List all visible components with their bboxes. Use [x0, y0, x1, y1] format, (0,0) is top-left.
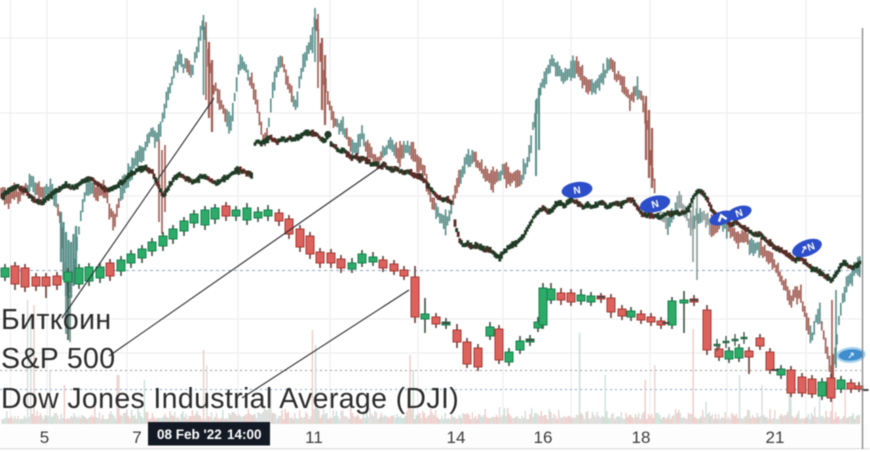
- svg-text:5: 5: [40, 428, 49, 447]
- svg-text:08 Feb '22: 08 Feb '22: [157, 427, 222, 442]
- svg-text:Dow Jones Industrial Average (: Dow Jones Industrial Average (DJI): [1, 383, 459, 415]
- svg-text:N: N: [650, 199, 660, 211]
- svg-text:21: 21: [766, 428, 785, 447]
- svg-text:16: 16: [534, 428, 553, 447]
- svg-text:Биткоин: Биткоин: [1, 304, 111, 336]
- svg-text:↗: ↗: [847, 350, 855, 361]
- svg-text:N: N: [573, 185, 582, 197]
- svg-text:11: 11: [305, 428, 323, 447]
- svg-text:N: N: [734, 208, 744, 221]
- svg-text:14: 14: [447, 428, 466, 447]
- svg-text:18: 18: [632, 428, 651, 447]
- svg-text:7: 7: [132, 428, 141, 447]
- svg-text:14:00: 14:00: [227, 427, 262, 442]
- svg-text:S&P 500: S&P 500: [1, 343, 115, 375]
- svg-text:↗N: ↗N: [798, 241, 816, 257]
